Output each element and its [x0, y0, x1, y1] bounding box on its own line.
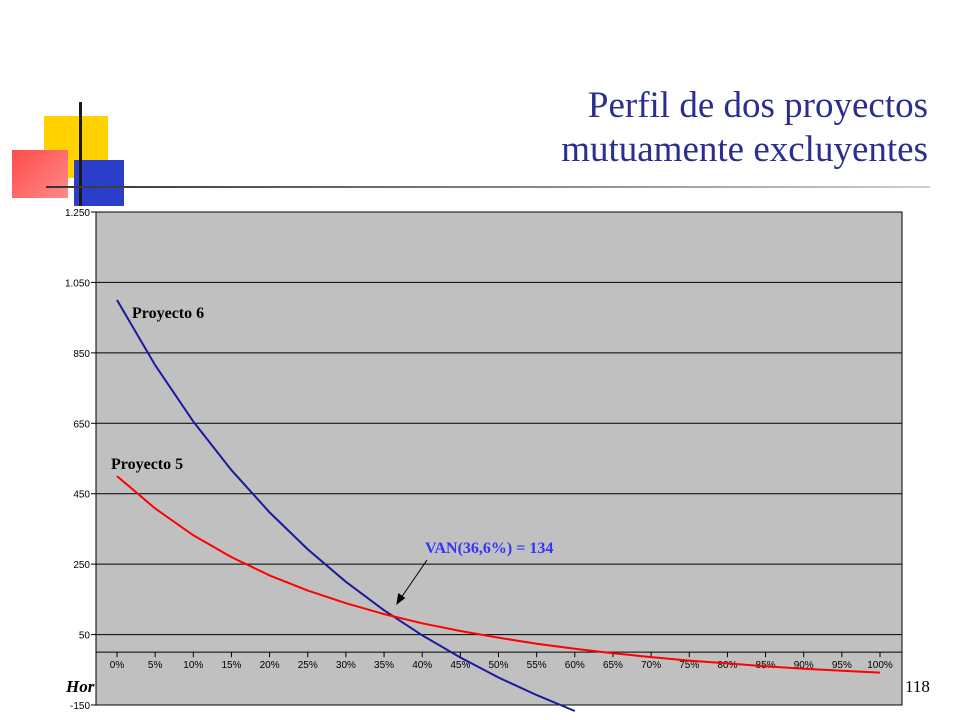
page-number: 118	[905, 677, 930, 696]
x-tick-label: 70%	[641, 660, 661, 671]
x-tick-label: 0%	[110, 660, 125, 671]
y-tick-label: -150	[70, 701, 90, 712]
slide-title: Perfil de dos proyectos mutuamente exclu…	[561, 84, 928, 172]
plot-area	[95, 211, 903, 706]
x-tick-label: 65%	[603, 660, 623, 671]
annotation-label: VAN(36,6%) = 134	[425, 540, 553, 557]
x-tick-label: 100%	[867, 660, 893, 671]
x-tick-label: 50%	[488, 660, 508, 671]
series-label-proyecto-5: Proyecto 5	[111, 456, 183, 473]
y-tick-label: 50	[79, 631, 91, 642]
x-tick-label: 40%	[412, 660, 432, 671]
series-label-proyecto-6: Proyecto 6	[132, 305, 204, 322]
x-tick-label: 80%	[717, 660, 737, 671]
series-line-proyecto-6	[116, 299, 576, 712]
decor-red-square	[12, 150, 68, 198]
annotation-arrow-head	[396, 592, 406, 605]
y-tick-label: 250	[73, 560, 90, 571]
y-tick-label: 1.050	[65, 278, 90, 289]
slide-title-line-1: Perfil de dos proyectos	[587, 85, 928, 126]
y-tick-label: 850	[73, 349, 90, 360]
decor-vertical-line	[79, 102, 82, 206]
x-tick-label: 55%	[527, 660, 547, 671]
x-tick-label: 30%	[336, 660, 356, 671]
x-tick-label: 90%	[794, 660, 814, 671]
x-tick-label: 25%	[298, 660, 318, 671]
annotation-arrow-line	[397, 559, 428, 603]
x-tick-label: 10%	[183, 660, 203, 671]
y-tick-label: 650	[73, 419, 90, 430]
series-line-proyecto-5	[116, 475, 881, 674]
y-tick-label: 1.250	[65, 208, 90, 219]
x-tick-label: 95%	[832, 660, 852, 671]
x-tick-label: 15%	[221, 660, 241, 671]
y-tick-label: 450	[73, 490, 90, 501]
x-tick-label: 5%	[148, 660, 163, 671]
x-tick-label: 75%	[679, 660, 699, 671]
x-tick-label: 60%	[565, 660, 585, 671]
x-tick-label: 20%	[260, 660, 280, 671]
footer-author: Hor	[66, 677, 95, 696]
title-underline	[46, 186, 930, 188]
decor-blue-square	[74, 160, 124, 206]
slide-title-line-2: mutuamente excluyentes	[561, 129, 928, 170]
x-tick-label: 45%	[450, 660, 470, 671]
x-tick-label: 35%	[374, 660, 394, 671]
